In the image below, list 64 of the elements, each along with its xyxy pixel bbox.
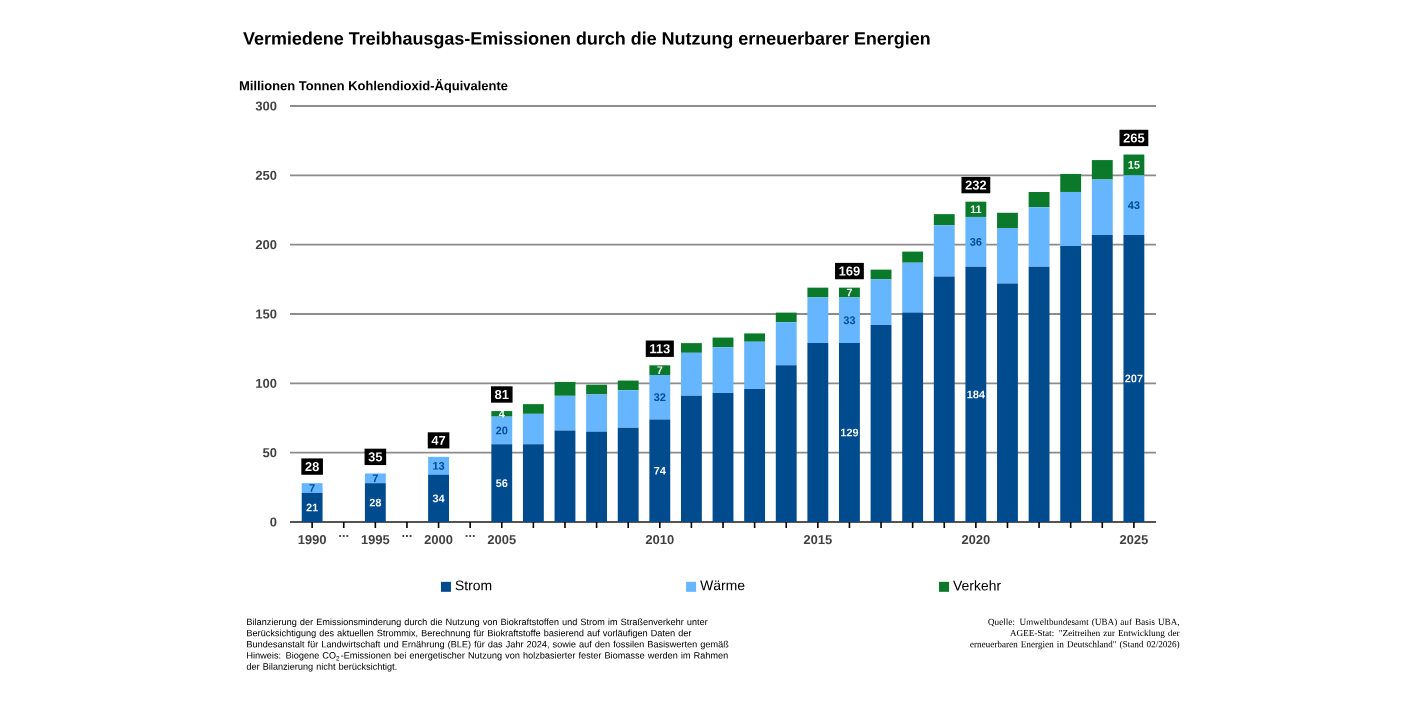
bar [1123,175,1145,235]
bar [1028,207,1050,267]
bar [1091,160,1113,180]
bar [680,352,702,396]
bar [522,413,544,445]
bar [965,216,987,267]
bar [965,266,987,522]
bar [680,395,702,522]
bar [617,390,639,428]
bar [1060,173,1082,192]
bar [997,228,1018,284]
bar [491,416,513,445]
bar [554,430,576,522]
bar [586,394,608,432]
bar [839,343,860,522]
bar [649,419,671,522]
bar [712,393,734,522]
bar [301,483,323,493]
bar [997,283,1018,522]
bar [744,333,766,342]
bar [775,312,797,323]
bar [807,297,829,344]
bar [491,411,513,417]
bar [902,251,924,263]
bar [586,384,608,395]
bar [617,380,639,391]
bar [586,431,608,522]
bar [364,473,386,484]
bar [1091,179,1113,235]
bar [744,341,766,389]
bar [554,381,576,396]
bar [491,444,513,522]
bar [933,225,955,277]
bar [712,347,734,394]
bar [775,322,797,366]
chart-title: Vermiedene Treibhausgas-Emissionen durch die Nutzung erneuerbarer Energien [243,31,930,49]
bar [1060,246,1082,522]
bar [522,404,544,414]
bar [301,492,323,522]
bar [902,312,924,522]
bar [428,474,449,522]
bar [839,297,860,344]
bar [364,483,386,522]
bar [870,279,892,326]
bar [1091,234,1113,522]
bar [807,287,829,298]
bar [775,365,797,522]
bar [933,214,955,226]
bar [617,427,639,522]
bar [933,276,955,522]
bar [522,444,544,522]
bar [680,343,702,353]
bar [807,343,829,522]
bar [649,375,671,420]
bar [744,388,766,522]
bar [1123,234,1145,522]
bar [1028,266,1050,522]
bar [1060,191,1082,247]
bar [997,212,1018,229]
bar [649,365,671,376]
bar [1028,191,1050,208]
bar [870,325,892,522]
bar [902,262,924,313]
bar [554,395,576,431]
